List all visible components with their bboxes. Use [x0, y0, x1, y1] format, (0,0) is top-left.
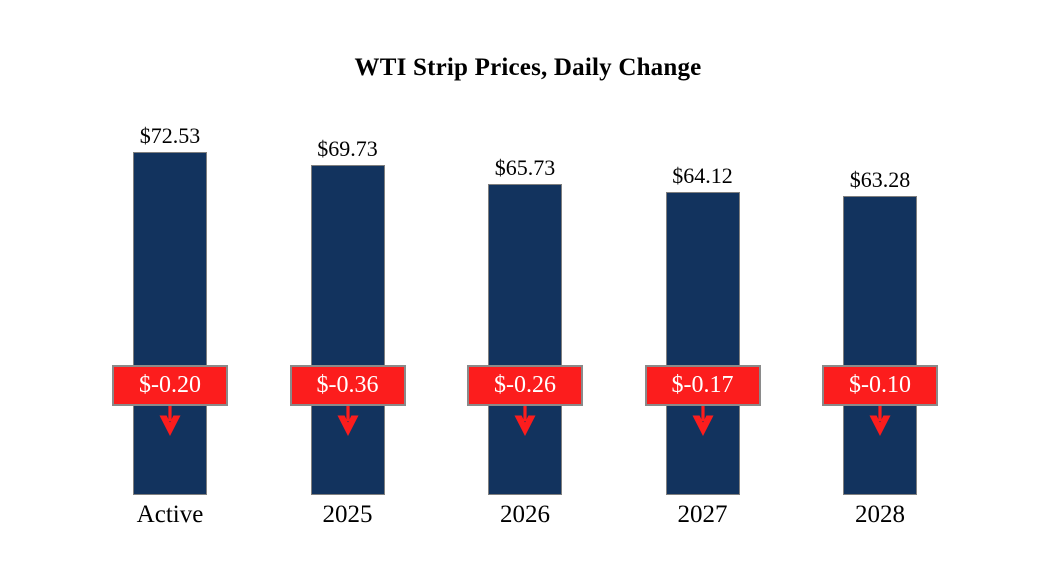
category-label: 2025: [322, 501, 373, 528]
bar-column: $69.73 $-0.36 2025: [258, 0, 438, 576]
change-badge-label: $-0.17: [671, 372, 734, 398]
category-label: Active: [136, 501, 204, 528]
price-bar: [310, 165, 385, 495]
chart-title: WTI Strip Prices, Daily Change: [354, 54, 702, 81]
change-badge: $-0.20: [112, 365, 228, 406]
down-arrow-icon: [691, 406, 715, 438]
bar-value-label: $63.28: [849, 166, 911, 192]
down-arrow-icon: [513, 406, 537, 438]
down-arrow-icon: [158, 406, 182, 438]
change-badge: $-0.17: [644, 365, 761, 406]
bar-column: $63.28 $-0.10 2028: [790, 0, 970, 576]
bar-column: $72.53 $-0.20 Active: [80, 0, 260, 576]
change-badge: $-0.26: [467, 365, 583, 406]
bar-value-label: $69.73: [317, 136, 378, 162]
bar-value-label: $65.73: [494, 155, 556, 181]
category-label: 2026: [500, 501, 550, 528]
bar-column: $64.12 $-0.17 2027: [613, 0, 793, 576]
category-label: 2028: [855, 501, 905, 528]
change-badge-label: $-0.26: [494, 372, 556, 398]
price-bar: [665, 191, 740, 495]
bar-column: $65.73 $-0.26 2026: [435, 0, 615, 576]
bar-value-label: $64.12: [672, 162, 733, 188]
price-bar: [843, 195, 917, 495]
change-badge-label: $-0.10: [849, 372, 911, 398]
change-badge-label: $-0.36: [316, 372, 379, 398]
bar-value-label: $72.53: [139, 123, 201, 148]
category-label: 2027: [677, 501, 728, 528]
change-badge: $-0.36: [289, 365, 406, 406]
change-badge-label: $-0.20: [139, 372, 201, 398]
down-arrow-icon: [868, 406, 892, 438]
change-badge: $-0.10: [822, 365, 938, 406]
price-bar: [133, 152, 207, 495]
down-arrow-icon: [336, 406, 360, 438]
price-bar: [488, 184, 562, 495]
